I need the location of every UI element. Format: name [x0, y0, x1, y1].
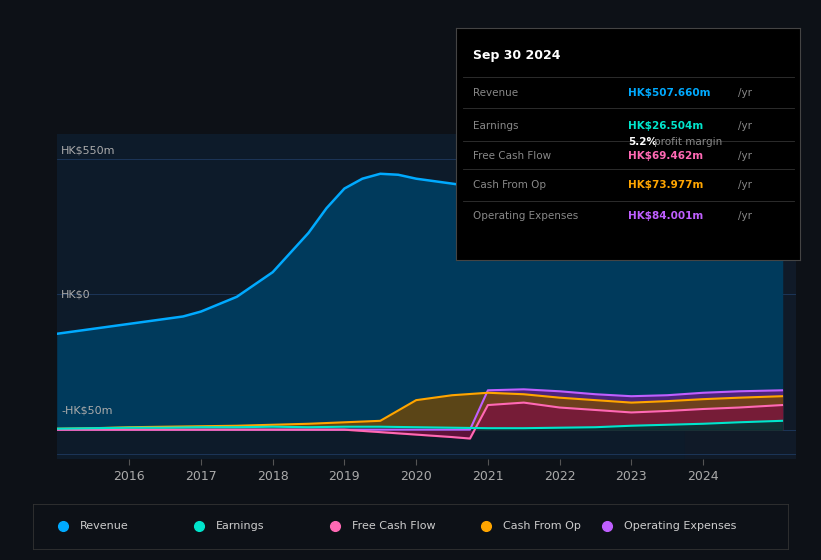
Text: /yr: /yr: [738, 211, 752, 221]
Text: HK$69.462m: HK$69.462m: [628, 151, 704, 161]
Text: Revenue: Revenue: [473, 88, 518, 98]
Text: Cash From Op: Cash From Op: [502, 521, 580, 531]
Text: 5.2%: 5.2%: [628, 137, 657, 147]
Text: /yr: /yr: [738, 88, 752, 98]
Text: /yr: /yr: [738, 180, 752, 190]
Text: Earnings: Earnings: [216, 521, 264, 531]
Text: Operating Expenses: Operating Expenses: [623, 521, 736, 531]
Text: Revenue: Revenue: [80, 521, 128, 531]
Text: profit margin: profit margin: [654, 137, 722, 147]
Text: Operating Expenses: Operating Expenses: [473, 211, 578, 221]
Text: HK$73.977m: HK$73.977m: [628, 180, 704, 190]
Text: HK$84.001m: HK$84.001m: [628, 211, 704, 221]
Text: Sep 30 2024: Sep 30 2024: [473, 49, 561, 62]
Text: /yr: /yr: [738, 151, 752, 161]
Text: HK$507.660m: HK$507.660m: [628, 88, 710, 98]
Text: Free Cash Flow: Free Cash Flow: [473, 151, 551, 161]
Text: Free Cash Flow: Free Cash Flow: [351, 521, 435, 531]
Text: /yr: /yr: [738, 120, 752, 130]
Text: Cash From Op: Cash From Op: [473, 180, 546, 190]
Text: HK$26.504m: HK$26.504m: [628, 120, 704, 130]
Text: Earnings: Earnings: [473, 120, 518, 130]
Text: -HK$50m: -HK$50m: [62, 405, 112, 416]
Text: HK$550m: HK$550m: [62, 146, 116, 156]
Text: HK$0: HK$0: [62, 289, 91, 299]
Bar: [686, 134, 796, 459]
